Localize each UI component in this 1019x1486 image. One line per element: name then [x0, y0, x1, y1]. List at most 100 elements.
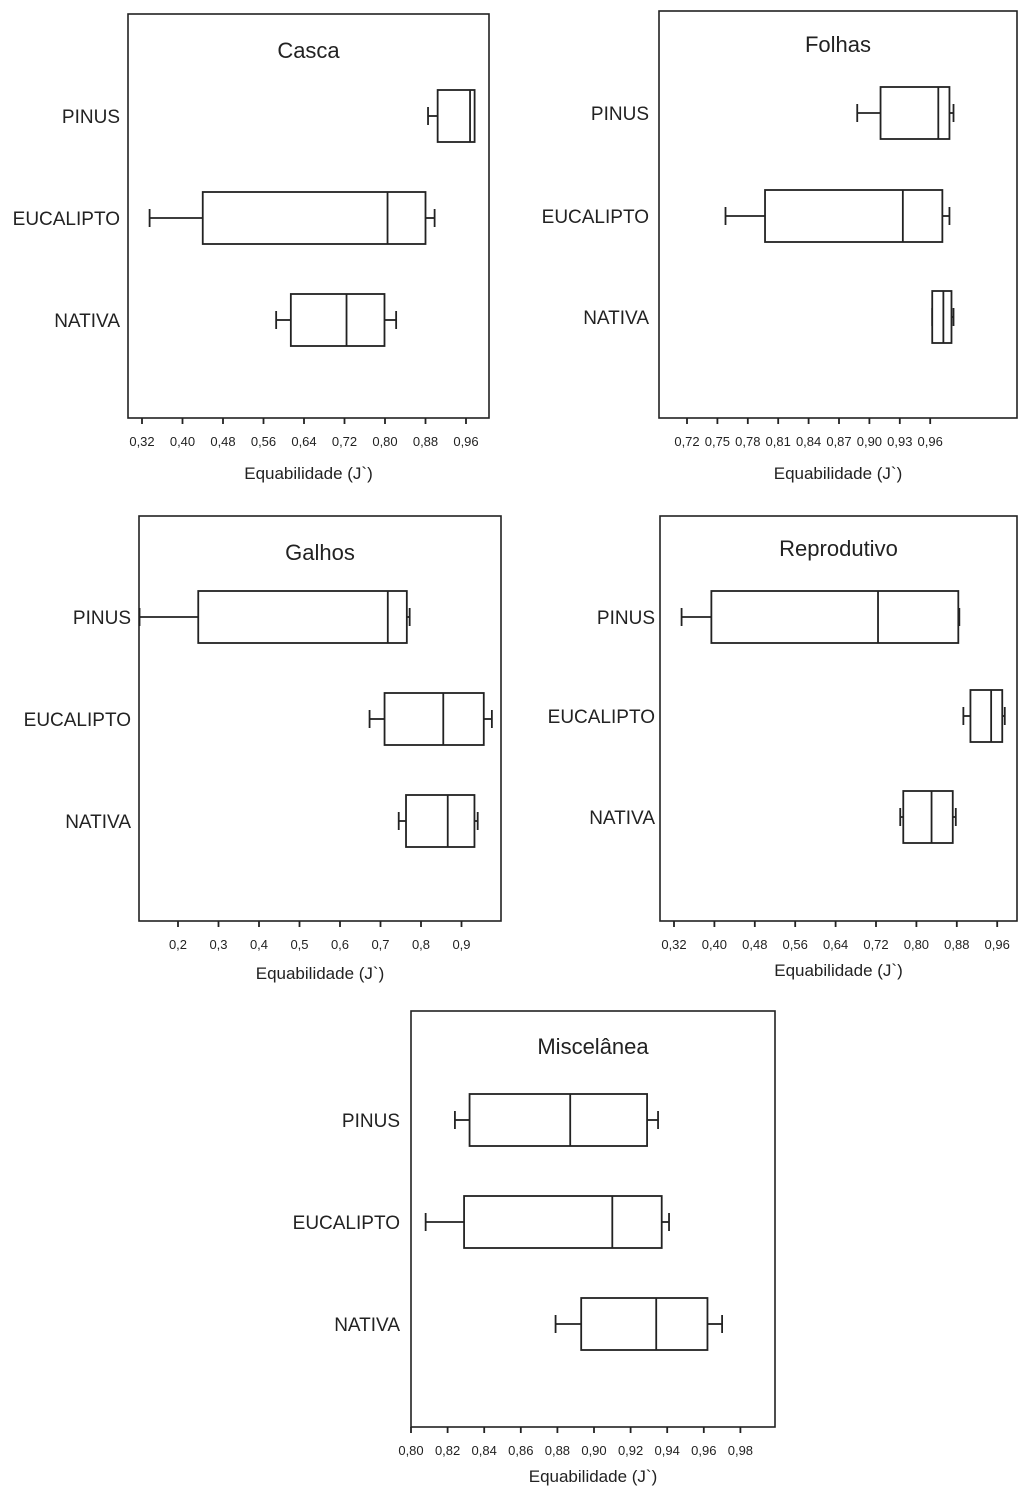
chart-title: Folhas — [805, 32, 871, 57]
box-nativa — [899, 790, 957, 844]
chart-title: Miscelânea — [537, 1034, 649, 1059]
x-tick-label: 0,56 — [783, 937, 808, 952]
x-tick-label: 0,94 — [655, 1443, 680, 1458]
x-tick-label: 0,93 — [887, 434, 912, 449]
category-label: PINUS — [73, 608, 131, 629]
x-tick-label: 0,40 — [170, 434, 195, 449]
chart-title: Casca — [277, 38, 340, 63]
box-eucalipto — [424, 1195, 670, 1249]
category-label: PINUS — [62, 107, 120, 128]
x-tick-label: 0,84 — [796, 434, 821, 449]
box-nativa — [931, 290, 955, 344]
x-tick-label: 0,96 — [453, 434, 478, 449]
x-tick-label: 0,2 — [169, 937, 187, 952]
x-tick-label: 0,40 — [702, 937, 727, 952]
box-pinus — [138, 590, 411, 644]
category-label: NATIVA — [583, 308, 649, 329]
x-tick-label: 0,80 — [372, 434, 397, 449]
x-tick-label: 0,72 — [332, 434, 357, 449]
x-tick-label: 0,92 — [618, 1443, 643, 1458]
x-axis-label: Equabilidade (J`) — [774, 464, 903, 483]
iqr-box — [764, 189, 944, 243]
category-label: NATIVA — [65, 812, 131, 833]
category-label: EUCALIPTO — [548, 707, 655, 728]
box-eucalipto — [368, 692, 493, 746]
box-nativa — [275, 293, 398, 347]
category-label: PINUS — [591, 104, 649, 125]
x-tick-label: 0,96 — [918, 434, 943, 449]
iqr-box — [969, 689, 1004, 743]
x-tick-label: 0,72 — [674, 434, 699, 449]
x-tick-label: 0,88 — [944, 937, 969, 952]
x-tick-label: 0,90 — [857, 434, 882, 449]
x-tick-label: 0,80 — [398, 1443, 423, 1458]
x-tick-label: 0,75 — [705, 434, 730, 449]
category-label: PINUS — [597, 608, 655, 629]
category-label: EUCALIPTO — [542, 207, 649, 228]
box-pinus — [856, 86, 955, 140]
x-tick-label: 0,56 — [251, 434, 276, 449]
box-pinus — [427, 89, 476, 143]
x-tick-label: 0,90 — [581, 1443, 606, 1458]
chart-title: Galhos — [285, 540, 355, 565]
x-tick-label: 0,9 — [452, 937, 470, 952]
x-tick-label: 0,7 — [371, 937, 389, 952]
box-nativa — [554, 1297, 723, 1351]
x-axis-label: Equabilidade (J`) — [244, 464, 373, 483]
chart-panel-4: Miscelânea 0,80 0,82 0,84 0,86 0,88 0,90 0,92 0,… — [293, 1010, 776, 1486]
chart-panel-2: Galhos 0,2 0,3 0,4 0,5 0,6 0,7 0,8 0,9 Equabilida… — [24, 515, 502, 983]
x-axis-label: Equabilidade (J`) — [774, 961, 903, 980]
plot-frame — [659, 515, 1018, 922]
iqr-box — [463, 1195, 663, 1249]
iqr-box — [289, 293, 386, 347]
plot-frame — [410, 1010, 776, 1428]
chart-panel-0: Casca 0,32 0,40 0,48 0,56 0,64 0,72 0,80 0,88 0,9… — [13, 13, 490, 483]
x-tick-label: 0,4 — [250, 937, 268, 952]
category-label: NATIVA — [54, 311, 120, 332]
x-axis-label: Equabilidade (J`) — [256, 964, 385, 983]
iqr-box — [436, 89, 476, 143]
chart-panel-3: Reprodutivo 0,32 0,40 0,48 0,56 0,64 0,72 0,80 0… — [548, 515, 1018, 980]
iqr-box — [383, 692, 485, 746]
iqr-box — [902, 790, 954, 844]
box-pinus — [680, 590, 961, 644]
plot-frame — [658, 10, 1018, 419]
box-eucalipto — [724, 189, 951, 243]
x-tick-label: 0,98 — [728, 1443, 753, 1458]
x-tick-label: 0,86 — [508, 1443, 533, 1458]
x-tick-label: 0,48 — [742, 937, 767, 952]
plot-frame — [138, 515, 502, 922]
iqr-box — [197, 590, 408, 644]
x-tick-label: 0,81 — [766, 434, 791, 449]
x-tick-label: 0,96 — [691, 1443, 716, 1458]
category-label: EUCALIPTO — [293, 1213, 400, 1234]
box-pinus — [454, 1093, 659, 1147]
x-tick-label: 0,84 — [472, 1443, 497, 1458]
box-eucalipto — [962, 689, 1006, 743]
plot-frame — [127, 13, 490, 419]
iqr-box — [468, 1093, 648, 1147]
x-tick-label: 0,32 — [129, 434, 154, 449]
x-tick-label: 0,3 — [209, 937, 227, 952]
x-tick-label: 0,48 — [210, 434, 235, 449]
category-label: PINUS — [342, 1111, 400, 1132]
iqr-box — [931, 290, 953, 344]
iqr-box — [405, 794, 476, 848]
x-tick-label: 0,6 — [331, 937, 349, 952]
chart-title: Reprodutivo — [779, 536, 898, 561]
x-tick-label: 0,78 — [735, 434, 760, 449]
box-nativa — [397, 794, 479, 848]
x-tick-label: 0,72 — [863, 937, 888, 952]
category-label: NATIVA — [589, 808, 655, 829]
x-tick-label: 0,80 — [904, 937, 929, 952]
category-label: NATIVA — [334, 1315, 400, 1336]
iqr-box — [710, 590, 960, 644]
x-tick-label: 0,5 — [290, 937, 308, 952]
x-tick-label: 0,96 — [985, 937, 1010, 952]
x-tick-label: 0,88 — [413, 434, 438, 449]
chart-panel-1: Folhas 0,72 0,75 0,78 0,81 0,84 0,87 0,90 0,93 0,… — [542, 10, 1018, 483]
x-tick-label: 0,88 — [545, 1443, 570, 1458]
x-tick-label: 0,64 — [291, 434, 316, 449]
x-tick-label: 0,64 — [823, 937, 848, 952]
